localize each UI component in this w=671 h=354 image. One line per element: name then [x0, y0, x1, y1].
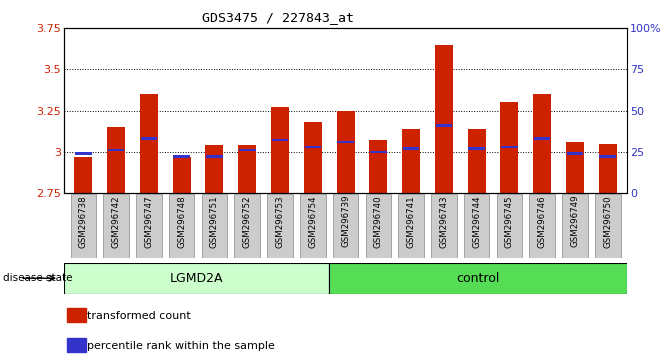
Text: GSM296740: GSM296740	[374, 195, 383, 247]
Bar	[67, 308, 87, 321]
Bar	[141, 137, 157, 140]
FancyBboxPatch shape	[497, 194, 522, 258]
Bar	[468, 129, 486, 193]
Bar	[329, 263, 627, 294]
Text: GSM296748: GSM296748	[177, 195, 187, 247]
Text: GSM296742: GSM296742	[111, 195, 121, 247]
Text: GSM296754: GSM296754	[308, 195, 317, 247]
FancyBboxPatch shape	[399, 194, 424, 258]
Text: GSM296747: GSM296747	[144, 195, 154, 247]
Bar	[370, 150, 386, 153]
Bar	[599, 144, 617, 193]
Text: GSM296741: GSM296741	[407, 195, 415, 247]
Bar	[501, 145, 518, 148]
FancyBboxPatch shape	[431, 194, 457, 258]
Bar	[567, 152, 583, 155]
Text: GSM296745: GSM296745	[505, 195, 514, 247]
Text: transformed count: transformed count	[87, 311, 191, 321]
Bar	[337, 111, 354, 193]
Text: GSM296738: GSM296738	[79, 195, 88, 247]
Text: GSM296739: GSM296739	[341, 195, 350, 247]
Bar	[75, 152, 92, 155]
Bar	[403, 147, 419, 150]
FancyBboxPatch shape	[333, 194, 358, 258]
Bar	[173, 155, 190, 158]
Bar	[67, 338, 87, 352]
Bar	[501, 102, 519, 193]
FancyBboxPatch shape	[169, 194, 195, 258]
Text: control: control	[456, 272, 500, 285]
Text: disease state: disease state	[3, 273, 73, 283]
FancyBboxPatch shape	[136, 194, 162, 258]
FancyBboxPatch shape	[562, 194, 588, 258]
Text: percentile rank within the sample: percentile rank within the sample	[87, 341, 275, 351]
Bar	[305, 145, 321, 148]
FancyBboxPatch shape	[267, 194, 293, 258]
FancyBboxPatch shape	[366, 194, 391, 258]
Text: LGMD2A: LGMD2A	[170, 272, 223, 285]
Bar	[468, 147, 485, 150]
Bar	[64, 263, 329, 294]
Text: GSM296751: GSM296751	[210, 195, 219, 247]
Bar	[534, 137, 550, 140]
FancyBboxPatch shape	[300, 194, 325, 258]
Bar	[107, 127, 125, 193]
FancyBboxPatch shape	[464, 194, 489, 258]
Bar	[172, 157, 191, 193]
FancyBboxPatch shape	[202, 194, 227, 258]
FancyBboxPatch shape	[103, 194, 129, 258]
Bar	[108, 149, 124, 152]
Bar	[304, 122, 322, 193]
FancyBboxPatch shape	[70, 194, 96, 258]
Bar	[533, 94, 551, 193]
Bar	[272, 139, 289, 142]
Bar	[238, 145, 256, 193]
FancyBboxPatch shape	[529, 194, 555, 258]
Bar	[566, 142, 584, 193]
FancyBboxPatch shape	[234, 194, 260, 258]
Bar	[74, 157, 93, 193]
Text: GSM296746: GSM296746	[537, 195, 547, 247]
Text: GDS3475 / 227843_at: GDS3475 / 227843_at	[202, 11, 354, 24]
Bar	[369, 140, 387, 193]
Bar	[239, 149, 256, 152]
Text: GSM296753: GSM296753	[276, 195, 285, 247]
Text: GSM296750: GSM296750	[603, 195, 612, 247]
Bar	[435, 45, 453, 193]
Text: GSM296744: GSM296744	[472, 195, 481, 247]
Text: GSM296752: GSM296752	[243, 195, 252, 247]
Bar	[271, 107, 289, 193]
Bar	[205, 145, 223, 193]
Text: GSM296749: GSM296749	[570, 195, 580, 247]
Bar	[338, 141, 354, 143]
FancyBboxPatch shape	[595, 194, 621, 258]
Bar	[435, 124, 452, 127]
Bar	[140, 94, 158, 193]
Bar	[599, 155, 616, 158]
Bar	[206, 155, 223, 158]
Bar	[402, 129, 420, 193]
Text: GSM296743: GSM296743	[440, 195, 448, 247]
